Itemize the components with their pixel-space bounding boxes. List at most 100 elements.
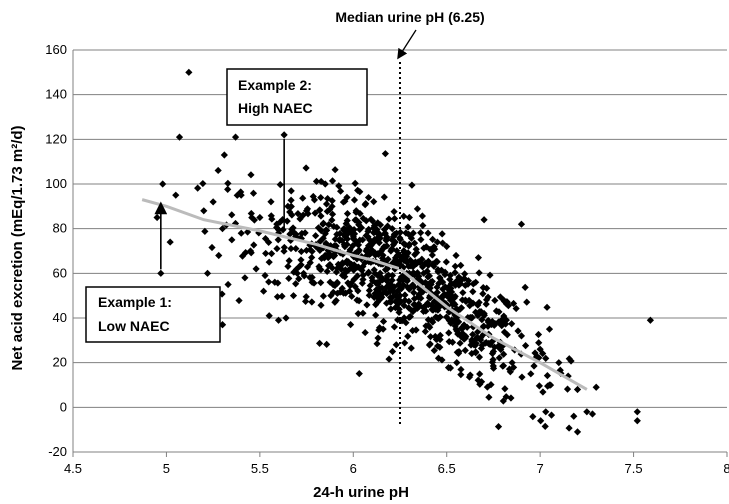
data-point	[228, 211, 236, 219]
data-point	[371, 269, 379, 278]
data-point	[478, 341, 486, 349]
data-point	[259, 287, 268, 295]
data-point	[323, 267, 331, 276]
data-point	[432, 257, 440, 266]
data-point	[461, 296, 469, 304]
data-point	[175, 133, 184, 141]
data-point	[477, 378, 486, 386]
data-point	[384, 255, 392, 263]
data-point	[465, 373, 474, 381]
data-point	[517, 220, 526, 228]
data-point	[386, 285, 395, 293]
data-point	[334, 260, 342, 268]
data-point	[302, 164, 310, 172]
data-point	[547, 411, 556, 419]
data-point	[368, 217, 377, 225]
data-point	[438, 297, 446, 305]
data-point	[328, 210, 337, 218]
data-point	[469, 288, 477, 296]
data-point	[452, 319, 460, 327]
data-point	[570, 412, 578, 420]
data-point	[499, 318, 507, 327]
data-point	[328, 216, 336, 224]
y-tick-label: 140	[45, 87, 67, 102]
data-point	[364, 193, 373, 202]
data-point	[472, 349, 480, 357]
data-point	[231, 133, 240, 141]
data-point	[439, 285, 447, 293]
data-point	[426, 333, 435, 341]
data-point	[401, 296, 409, 304]
data-point	[326, 278, 334, 286]
data-point	[393, 251, 401, 260]
data-point	[276, 181, 284, 189]
data-point	[373, 279, 381, 287]
data-point	[299, 194, 307, 202]
data-point	[461, 281, 469, 289]
data-point	[396, 261, 404, 269]
data-point	[409, 308, 417, 316]
data-point	[409, 326, 417, 335]
data-point	[354, 310, 362, 318]
data-point	[265, 258, 273, 266]
data-point	[247, 171, 255, 179]
data-point	[573, 385, 582, 394]
data-point	[355, 370, 363, 378]
data-point	[405, 262, 413, 270]
data-point	[411, 250, 419, 259]
data-point	[446, 307, 454, 316]
data-point	[363, 245, 371, 253]
data-point	[289, 292, 298, 300]
data-point	[247, 209, 255, 218]
data-point	[322, 226, 330, 234]
data-point	[523, 298, 531, 306]
data-point	[536, 345, 544, 353]
data-point	[386, 293, 395, 302]
data-point	[292, 230, 300, 239]
data-point	[503, 331, 511, 339]
data-point	[521, 283, 529, 291]
data-point	[224, 179, 232, 187]
data-point	[439, 239, 447, 247]
data-point	[500, 350, 508, 358]
data-point	[241, 274, 249, 282]
data-point	[228, 236, 236, 244]
data-point	[489, 356, 497, 364]
data-point	[284, 202, 292, 210]
data-point	[565, 355, 573, 363]
data-point	[451, 292, 459, 301]
data-point	[323, 195, 332, 203]
data-point	[304, 210, 312, 218]
data-point	[326, 205, 334, 214]
y-tick-label: 80	[53, 221, 67, 236]
data-point	[453, 359, 461, 367]
data-point	[348, 292, 356, 300]
data-point	[271, 278, 279, 286]
data-point	[444, 364, 453, 372]
data-point	[224, 280, 232, 289]
y-tick-label: -20	[48, 444, 67, 459]
data-point	[485, 393, 493, 401]
data-point	[433, 238, 441, 246]
data-point	[157, 269, 165, 277]
data-point	[364, 227, 372, 235]
data-point	[311, 209, 319, 217]
data-point	[461, 334, 469, 342]
data-point	[273, 220, 281, 228]
data-point	[331, 251, 339, 260]
data-point	[531, 349, 539, 357]
data-point	[564, 372, 572, 380]
data-point	[362, 232, 370, 240]
data-point	[430, 346, 438, 355]
data-point	[262, 249, 270, 258]
data-point	[358, 279, 366, 287]
data-point	[508, 359, 516, 367]
x-tick-label: 6	[350, 461, 357, 476]
data-point	[391, 265, 399, 273]
data-point	[325, 221, 333, 229]
data-point	[383, 283, 391, 291]
data-point	[646, 316, 654, 324]
data-point	[404, 223, 412, 231]
data-point	[340, 225, 348, 233]
data-point	[376, 221, 385, 229]
